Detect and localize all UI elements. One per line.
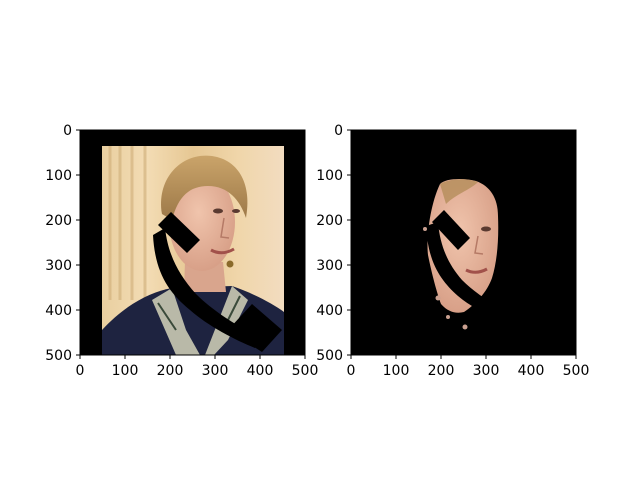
left-image (80, 130, 305, 355)
x-tick-label: 500 (563, 363, 590, 379)
y-tick-label: 300 (45, 258, 72, 274)
x-tick-label: 400 (247, 363, 274, 379)
x-tick-label: 0 (76, 363, 85, 379)
x-tick-label: 100 (383, 363, 410, 379)
y-tick-label: 100 (316, 168, 343, 184)
y-tick-label: 400 (45, 303, 72, 319)
x-tick-label: 200 (428, 363, 455, 379)
x-tick-label: 300 (202, 363, 229, 379)
x-tick-label: 200 (157, 363, 184, 379)
y-tick-label: 0 (63, 123, 72, 139)
y-axis-ticks: 0 100 200 300 400 500 (316, 123, 351, 364)
x-tick-label: 500 (292, 363, 319, 379)
right-panel: 0 100 200 300 400 500 0 100 200 300 400 500 (316, 123, 589, 379)
y-tick-label: 300 (316, 258, 343, 274)
mask-stroke (153, 212, 282, 352)
y-tick-label: 500 (316, 348, 343, 364)
y-axis-ticks: 0 100 200 300 400 500 (45, 123, 80, 364)
left-panel: 0 100 200 300 400 500 0 100 200 300 400 500 (45, 123, 318, 379)
x-tick-label: 0 (347, 363, 356, 379)
x-tick-label: 400 (518, 363, 545, 379)
y-tick-label: 200 (45, 213, 72, 229)
x-axis-ticks: 0 100 200 300 400 500 (347, 355, 590, 379)
right-image (351, 130, 576, 355)
x-tick-label: 100 (112, 363, 139, 379)
y-tick-label: 100 (45, 168, 72, 184)
x-axis-ticks: 0 100 200 300 400 500 (76, 355, 319, 379)
x-tick-label: 300 (473, 363, 500, 379)
y-tick-label: 500 (45, 348, 72, 364)
y-tick-label: 200 (316, 213, 343, 229)
y-tick-label: 0 (334, 123, 343, 139)
y-tick-label: 400 (316, 303, 343, 319)
